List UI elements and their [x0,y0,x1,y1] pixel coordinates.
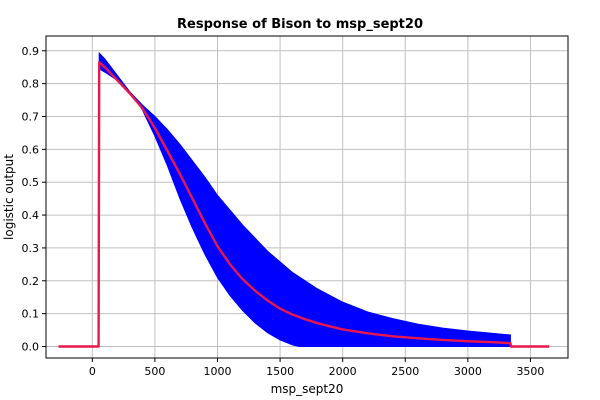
y-tick-label: 0.0 [22,341,40,354]
y-tick-label: 0.1 [22,308,40,321]
band-area [98,51,511,347]
y-tick-label: 0.7 [22,111,40,124]
y-tick-label: 0.9 [22,45,40,58]
y-tick-label: 0.3 [22,242,40,255]
x-tick-label: 1500 [266,365,294,378]
mean-line [58,61,550,348]
x-tick-label: 2500 [391,365,419,378]
y-tick-label: 0.4 [22,209,40,222]
y-tick-label: 0.6 [22,143,40,156]
ticks: 0 500 1000 1500 2000 2500 3000 3500 0.0 0.1 0.2 0.3… [22,45,545,378]
y-tick-label: 0.8 [22,78,40,91]
confidence-band [98,51,511,347]
x-tick-label: 3500 [516,365,544,378]
y-tick-label: 0.2 [22,275,40,288]
x-axis-title: msp_sept20 [271,382,344,396]
chart-title: Response of Bison to msp_sept20 [177,17,423,32]
grid [46,36,568,358]
y-axis-title: logistic output [2,154,16,240]
x-tick-label: 0 [89,365,96,378]
plot-frame [45,35,569,359]
y-tick-label: 0.5 [22,176,40,189]
x-tick-label: 500 [144,365,165,378]
x-tick-label: 1000 [203,365,231,378]
x-tick-label: 3000 [454,365,482,378]
mean-response [58,61,550,348]
x-tick-label: 2000 [329,365,357,378]
